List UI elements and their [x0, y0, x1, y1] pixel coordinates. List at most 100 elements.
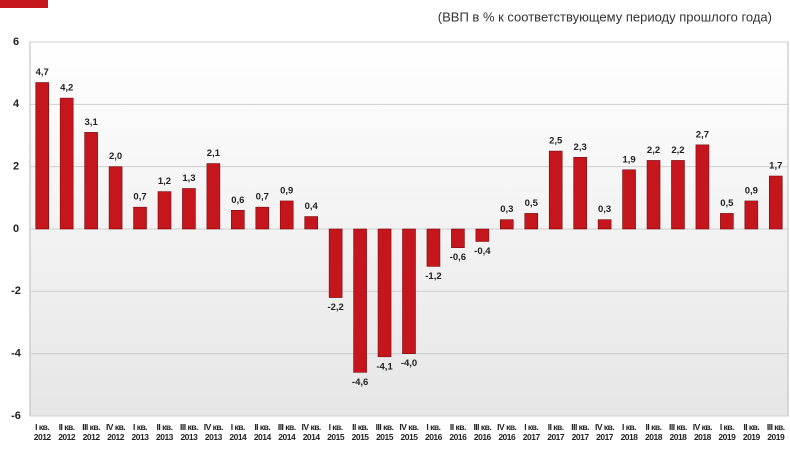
- bar: [353, 228, 367, 373]
- bar: [377, 228, 392, 358]
- x-tick-label: IV кв. 2017: [594, 422, 615, 442]
- bar: [500, 219, 514, 230]
- bar: [133, 206, 147, 230]
- x-tick-label: III кв. 2013: [180, 422, 198, 442]
- bar: [720, 213, 734, 230]
- value-label: 1,2: [158, 176, 171, 187]
- x-tick-label: I кв. 2019: [718, 422, 736, 442]
- value-label: 0,5: [525, 198, 539, 209]
- x-tick-label: III кв. 2018: [669, 422, 687, 442]
- value-label: 2,3: [574, 142, 587, 153]
- value-label: 0,7: [256, 192, 269, 203]
- bar: [744, 200, 759, 230]
- bar: [768, 175, 783, 230]
- y-tick-label: 0: [13, 223, 19, 235]
- bar: [548, 150, 563, 230]
- x-tick-label: I кв. 2016: [424, 422, 442, 442]
- value-label: 0,3: [598, 204, 611, 215]
- x-tick-label: III кв. 2017: [571, 422, 590, 442]
- x-tick-label: I кв. 2014: [229, 422, 247, 442]
- y-tick-label: 6: [13, 36, 19, 48]
- bar: [622, 169, 636, 230]
- value-label: 4,2: [60, 83, 73, 94]
- value-label: -4,0: [401, 358, 417, 369]
- bar: [304, 216, 318, 230]
- bar: [35, 82, 50, 230]
- value-label: 2,2: [671, 145, 684, 156]
- bar: [255, 206, 270, 230]
- value-label: 0,4: [305, 201, 319, 212]
- bar: [597, 219, 612, 230]
- bar: [59, 97, 74, 230]
- x-tick-label: II кв. 2015: [351, 422, 369, 442]
- value-label: 0,5: [720, 198, 734, 209]
- x-tick-label: II кв. 2016: [449, 422, 467, 442]
- bar: [328, 228, 343, 298]
- x-tick-label: II кв. 2018: [645, 422, 662, 442]
- bar: [108, 166, 123, 230]
- x-tick-label: I кв. 2018: [620, 422, 638, 442]
- bar: [84, 132, 98, 230]
- value-label: 4,7: [36, 67, 49, 78]
- value-label: 2,5: [549, 136, 563, 147]
- bar: [426, 228, 441, 267]
- bar: [695, 144, 710, 230]
- y-tick-label: 4: [13, 98, 20, 110]
- value-label: 2,0: [109, 151, 122, 162]
- y-tick-label: -2: [11, 285, 21, 297]
- value-label: 2,7: [696, 129, 709, 140]
- bar: [402, 228, 416, 354]
- value-label: 0,7: [133, 192, 146, 203]
- x-tick-label: II кв. 2012: [58, 422, 76, 442]
- y-tick-label: -6: [11, 410, 21, 422]
- y-tick-label: 2: [13, 161, 19, 173]
- value-label: -4,1: [376, 361, 393, 372]
- x-tick-label: II кв. 2014: [253, 422, 271, 442]
- x-tick-label: I кв. 2017: [522, 422, 540, 442]
- value-label: -2,2: [327, 302, 343, 313]
- bar: [475, 228, 490, 242]
- x-tick-label: II кв. 2013: [156, 422, 173, 442]
- bar: [573, 157, 587, 230]
- value-label: -0,6: [450, 252, 466, 263]
- value-label: -4,6: [352, 377, 368, 388]
- y-tick-label: -4: [11, 348, 22, 360]
- bar: [451, 228, 465, 249]
- bar: [671, 160, 685, 230]
- value-label: 3,1: [85, 117, 99, 128]
- value-label: 0,9: [280, 185, 293, 196]
- x-tick-label: IV кв. 2018: [692, 422, 713, 442]
- x-tick-label: I кв. 2013: [131, 422, 149, 442]
- bar: [182, 188, 196, 230]
- x-tick-label: IV кв. 2015: [399, 422, 419, 442]
- value-label: 0,9: [745, 185, 758, 196]
- bar: [206, 163, 221, 230]
- chart-subtitle: (ВВП в % к соответствующему периоду прош…: [438, 9, 772, 24]
- x-tick-label: II кв. 2017: [547, 422, 565, 442]
- bar: [157, 191, 172, 230]
- bar: [646, 160, 661, 230]
- x-tick-label: IV кв. 2012: [105, 422, 126, 442]
- value-label: 1,3: [182, 173, 195, 184]
- x-tick-label: III кв. 2015: [375, 422, 394, 442]
- value-label: 2,1: [207, 148, 221, 159]
- header-tab: [0, 0, 48, 8]
- value-label: -1,2: [425, 271, 441, 282]
- value-label: 0,6: [231, 195, 244, 206]
- x-tick-label: III кв. 2016: [473, 422, 492, 442]
- value-label: 0,3: [500, 204, 513, 215]
- bar: [231, 210, 245, 230]
- value-label: 2,2: [647, 145, 660, 156]
- value-label: 1,7: [769, 161, 782, 172]
- x-tick-label: I кв. 2012: [33, 422, 51, 442]
- x-tick-label: I кв. 2015: [327, 422, 345, 442]
- value-label: 1,9: [622, 154, 635, 165]
- x-tick-label: III кв. 2012: [82, 422, 100, 442]
- x-tick-label: II кв. 2019: [742, 422, 760, 442]
- x-tick-label: III кв. 2014: [277, 422, 296, 442]
- bar: [279, 200, 294, 230]
- x-tick-label: III кв. 2019: [766, 422, 785, 442]
- x-tick-label: IV кв. 2014: [301, 422, 322, 442]
